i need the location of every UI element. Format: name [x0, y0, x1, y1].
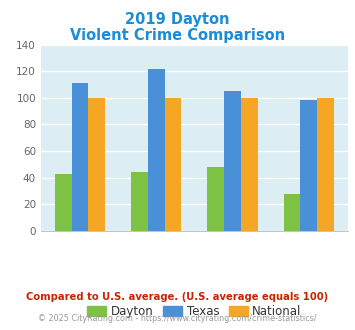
- Bar: [55, 174, 72, 231]
- Bar: [224, 91, 241, 231]
- Text: © 2025 CityRating.com - https://www.cityrating.com/crime-statistics/: © 2025 CityRating.com - https://www.city…: [38, 314, 317, 323]
- Bar: [88, 98, 105, 231]
- Bar: [131, 172, 148, 231]
- Text: Compared to U.S. average. (U.S. average equals 100): Compared to U.S. average. (U.S. average …: [26, 292, 329, 302]
- Bar: [165, 98, 181, 231]
- Bar: [300, 100, 317, 231]
- Bar: [72, 83, 88, 231]
- Bar: [148, 69, 165, 231]
- Bar: [241, 98, 258, 231]
- Bar: [207, 167, 224, 231]
- Bar: [317, 98, 334, 231]
- Text: 2019 Dayton: 2019 Dayton: [125, 12, 230, 26]
- Text: Violent Crime Comparison: Violent Crime Comparison: [70, 28, 285, 43]
- Legend: Dayton, Texas, National: Dayton, Texas, National: [82, 300, 306, 323]
- Bar: [284, 194, 300, 231]
